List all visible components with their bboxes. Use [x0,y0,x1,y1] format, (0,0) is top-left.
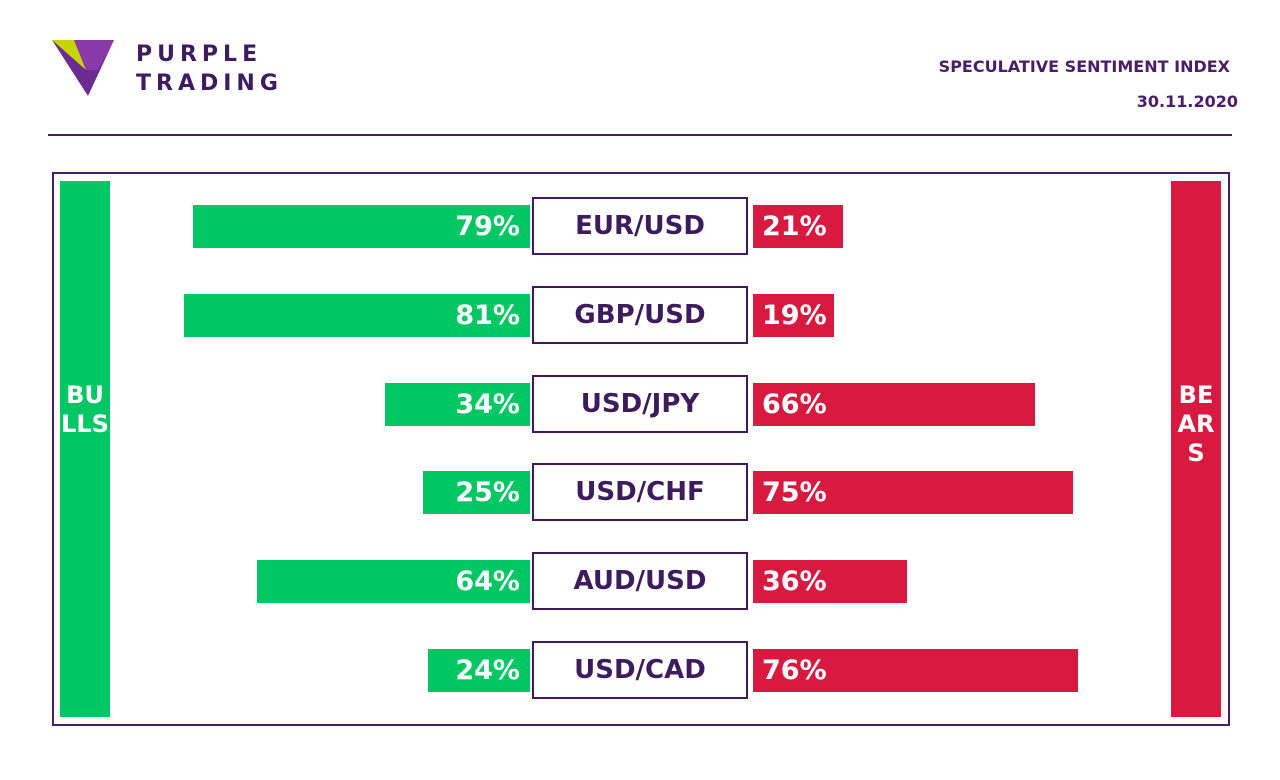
bull-bar-aud-usd: 64% [257,560,530,603]
pair-label-usd-cad: USD/CAD [532,641,748,699]
purple-trading-logo-icon [52,40,114,96]
logo [52,40,322,100]
pair-label-gbp-usd: GBP/USD [532,286,748,344]
bear-bar-usd-jpy: 66% [753,383,1035,426]
pair-label-eur-usd: EUR/USD [532,197,748,255]
bear-bar-usd-cad: 76% [753,649,1078,692]
bears-label: BEARS [1177,381,1215,467]
bear-bar-eur-usd: 21% [753,205,843,248]
bears-side-bar: BEARS [1171,181,1221,717]
bear-bar-gbp-usd: 19% [753,294,834,337]
brand-name-line-1: PURPLE [136,42,263,67]
bull-bar-usd-cad: 24% [428,649,530,692]
bull-bar-eur-usd: 79% [193,205,530,248]
chart-frame [52,172,1230,726]
header-divider [48,134,1232,136]
bull-bar-usd-chf: 25% [423,471,530,514]
bulls-label: BULLS [61,381,109,438]
page-title: SPECULATIVE SENTIMENT INDEX [938,57,1230,76]
pair-label-usd-jpy: USD/JPY [532,375,748,433]
brand-name-line-2: TRADING [136,71,283,96]
pair-label-usd-chf: USD/CHF [532,463,748,521]
bull-bar-gbp-usd: 81% [184,294,530,337]
bulls-side-bar: BULLS [60,181,110,717]
report-date: 30.11.2020 [1136,92,1238,111]
pair-label-aud-usd: AUD/USD [532,552,748,610]
bear-bar-aud-usd: 36% [753,560,907,603]
bear-bar-usd-chf: 75% [753,471,1073,514]
bull-bar-usd-jpy: 34% [385,383,530,426]
